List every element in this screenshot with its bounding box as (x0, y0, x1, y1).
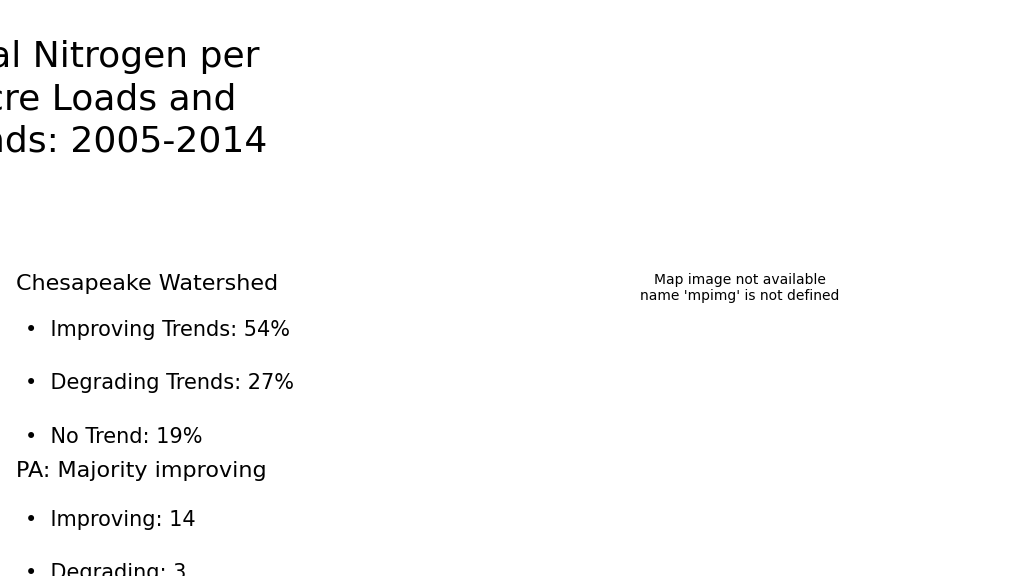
Text: •  Improving Trends: 54%: • Improving Trends: 54% (25, 320, 290, 340)
Text: •  Degrading: 3: • Degrading: 3 (25, 563, 186, 576)
Text: PA: Majority improving: PA: Majority improving (16, 461, 266, 481)
Text: •  Degrading Trends: 27%: • Degrading Trends: 27% (25, 373, 294, 393)
Text: Chesapeake Watershed: Chesapeake Watershed (16, 274, 279, 294)
Text: Map image not available
name 'mpimg' is not defined: Map image not available name 'mpimg' is … (640, 273, 840, 303)
Text: Total Nitrogen per
Acre Loads and
Trends: 2005-2014: Total Nitrogen per Acre Loads and Trends… (0, 40, 267, 158)
Text: •  Improving: 14: • Improving: 14 (25, 510, 196, 530)
Text: •  No Trend: 19%: • No Trend: 19% (25, 427, 203, 447)
